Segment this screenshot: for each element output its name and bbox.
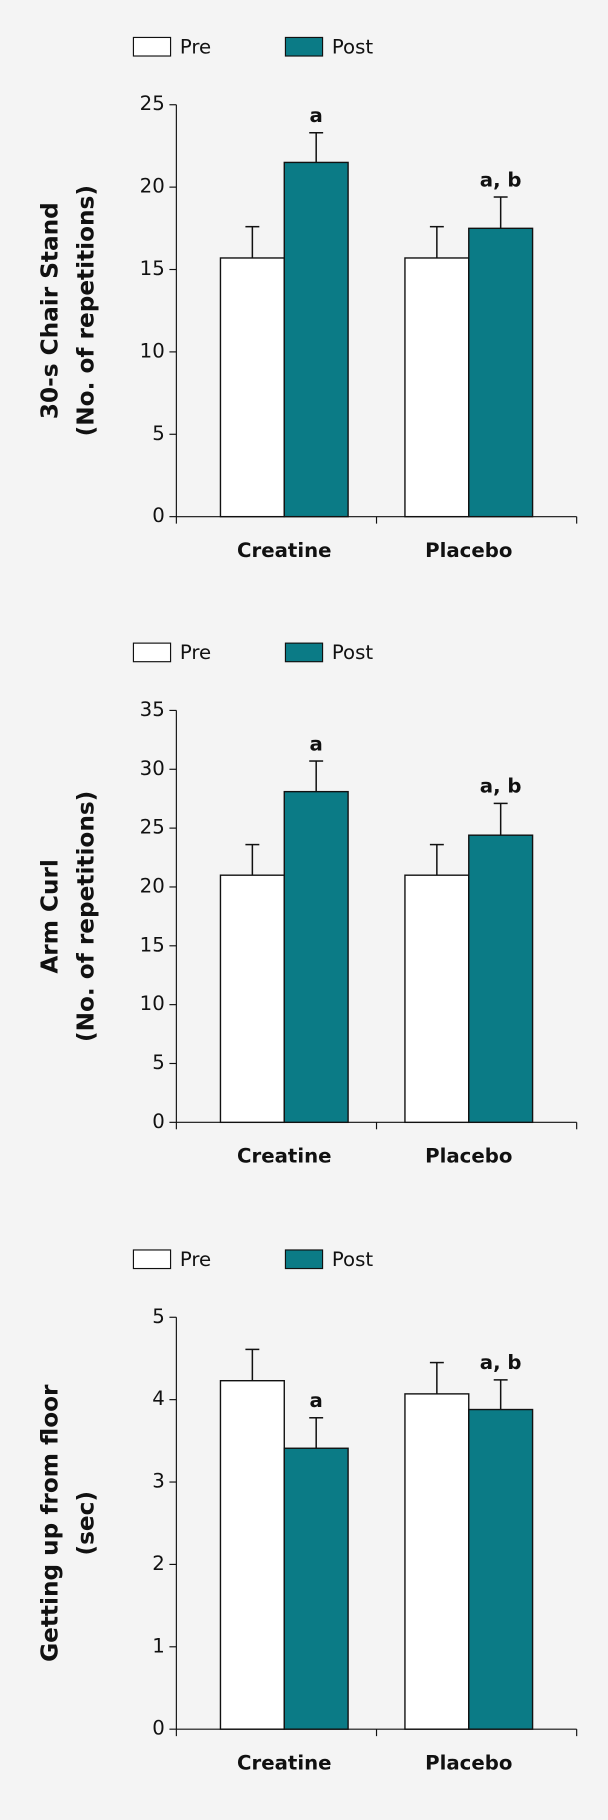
y-tick-label: 15 (140, 933, 165, 956)
bar (283, 790, 349, 1124)
y-axis-label: (No. of repetitions) (73, 185, 100, 436)
y-tick-label: 10 (140, 992, 165, 1015)
x-tick-label: Creatine (237, 1751, 331, 1774)
x-tick-label: Placebo (425, 1145, 512, 1168)
annotation: a, b (480, 168, 522, 191)
legend-swatch (284, 36, 324, 57)
annotation: a, b (480, 1351, 522, 1374)
y-tick-label: 0 (152, 504, 165, 527)
bar (404, 1393, 470, 1730)
bar (219, 874, 285, 1124)
y-tick-label: 5 (152, 1051, 165, 1074)
annotation: a (310, 732, 323, 755)
legend-swatch (132, 36, 172, 57)
y-tick-label: 10 (140, 339, 165, 362)
chart: Pre Post 30-s Chair Stand (No. of repetitio… (37, 35, 578, 562)
legend-swatch (284, 1249, 324, 1270)
chart: Pre Post Getting up from floor (sec) 0 1 2 3 4 5 C… (37, 1248, 578, 1774)
y-tick-label: 5 (152, 422, 165, 445)
legend-label: Pre (180, 641, 211, 664)
y-tick-label: 2 (152, 1552, 165, 1575)
annotation: a (310, 104, 323, 127)
legend-label: Post (332, 1248, 374, 1271)
annotation: a (310, 1389, 323, 1412)
y-tick-label: 20 (140, 874, 165, 897)
y-axis-label: (sec) (73, 1491, 100, 1555)
bar (468, 834, 534, 1124)
x-tick-label: Creatine (237, 539, 331, 562)
x-tick-label: Placebo (425, 539, 512, 562)
bar (468, 227, 534, 518)
bar (404, 874, 470, 1124)
bar (283, 161, 349, 518)
x-tick-label: Creatine (237, 1145, 331, 1168)
y-axis-label: Arm Curl (37, 859, 64, 974)
legend-swatch (132, 642, 172, 663)
y-tick-label: 25 (140, 816, 165, 839)
bar (404, 257, 470, 518)
bar (219, 257, 285, 518)
y-tick-label: 0 (152, 1717, 165, 1740)
y-tick-label: 0 (152, 1110, 165, 1133)
legend-swatch (132, 1249, 172, 1270)
y-tick-label: 5 (152, 1305, 165, 1328)
legend-label: Post (332, 35, 374, 58)
y-tick-label: 30 (140, 757, 165, 780)
bar (468, 1408, 534, 1730)
legend-label: Post (332, 641, 374, 664)
legend-swatch (284, 642, 324, 663)
y-tick-label: 35 (140, 698, 165, 721)
y-tick-label: 25 (140, 92, 165, 115)
y-tick-label: 15 (140, 257, 165, 280)
y-tick-label: 20 (140, 175, 165, 198)
annotation: a, b (480, 775, 522, 798)
y-tick-label: 4 (152, 1387, 165, 1410)
y-axis-label: (No. of repetitions) (73, 791, 100, 1042)
x-tick-label: Placebo (425, 1751, 512, 1774)
y-tick-label: 1 (152, 1634, 165, 1657)
y-axis-label: 30-s Chair Stand (37, 202, 64, 419)
chart: Pre Post Arm Curl (No. of repetitions) 0 5 10 1… (37, 641, 578, 1168)
y-tick-label: 3 (152, 1470, 165, 1493)
legend-label: Pre (180, 1248, 211, 1271)
bar (219, 1380, 285, 1730)
legend-label: Pre (180, 35, 211, 58)
y-axis-label: Getting up from floor (37, 1384, 64, 1662)
bar (283, 1447, 349, 1730)
